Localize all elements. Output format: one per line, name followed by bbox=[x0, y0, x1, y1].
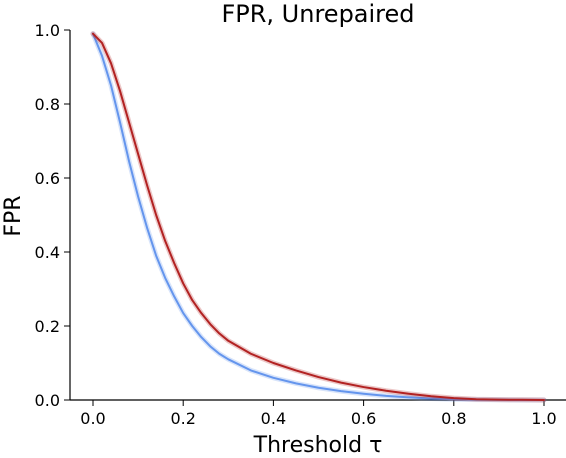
y-axis-label: FPR bbox=[1, 195, 26, 236]
x-axis-label: Threshold τ bbox=[253, 433, 383, 458]
series-band-0 bbox=[90, 31, 547, 403]
y-tick-label: 1.0 bbox=[35, 21, 60, 40]
x-tick-label: 0.0 bbox=[80, 409, 105, 428]
plot-area: 0.0 0.2 0.4 0.6 0.8 1.0 0.0 0.2 0.4 0.6 0.8 1.0 bbox=[35, 21, 566, 428]
y-tick-label: 0.2 bbox=[35, 317, 60, 336]
x-tick-label: 0.6 bbox=[351, 409, 376, 428]
series-line-1 bbox=[92, 32, 545, 401]
y-tick-label: 0.6 bbox=[35, 169, 60, 188]
x-tick-label: 0.4 bbox=[261, 409, 286, 428]
y-tick-label: 0.4 bbox=[35, 243, 60, 262]
series-band-1 bbox=[90, 31, 547, 403]
x-tick-label: 0.2 bbox=[170, 409, 195, 428]
y-tick-label: 0.8 bbox=[35, 95, 60, 114]
x-tick-label: 1.0 bbox=[531, 409, 556, 428]
x-tick-label: 0.8 bbox=[441, 409, 466, 428]
chart-title: FPR, Unrepaired bbox=[221, 0, 414, 28]
y-tick-label: 0.0 bbox=[35, 391, 60, 410]
series-line-0 bbox=[92, 32, 545, 401]
